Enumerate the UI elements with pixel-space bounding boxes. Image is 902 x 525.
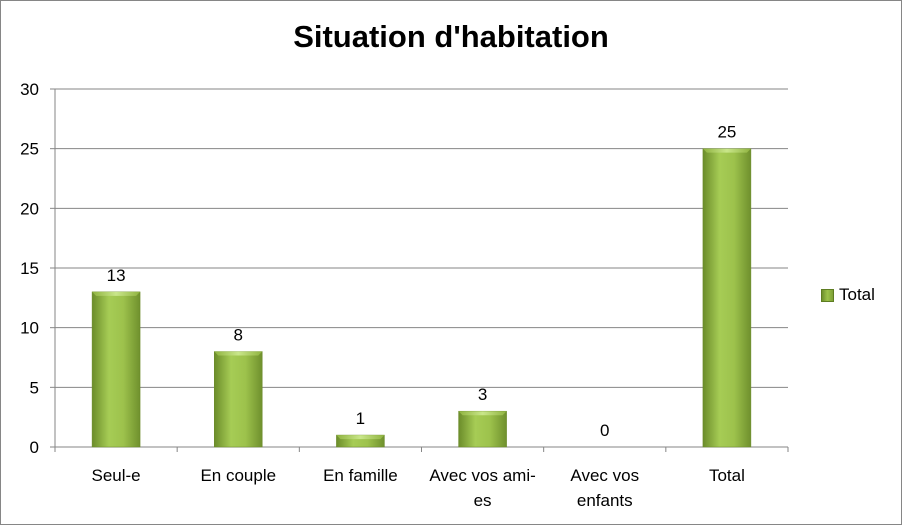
y-tick-label: 5 bbox=[30, 378, 39, 397]
bar bbox=[214, 351, 263, 448]
bar-top-bevel bbox=[458, 411, 507, 416]
data-label: 0 bbox=[600, 421, 609, 440]
y-tick-label: 30 bbox=[20, 80, 39, 99]
y-tick-label: 15 bbox=[20, 259, 39, 278]
data-label: 8 bbox=[234, 326, 243, 345]
data-label: 3 bbox=[478, 385, 487, 404]
bar-top-bevel bbox=[214, 351, 263, 356]
bar-top-bevel bbox=[702, 148, 751, 153]
x-tick-label: Total bbox=[709, 466, 745, 485]
x-tick-label: En famille bbox=[323, 466, 398, 485]
chart-title: Situation d'habitation bbox=[293, 19, 609, 54]
bar-top-bevel bbox=[92, 291, 141, 296]
x-tick-label: Avec vos ami- bbox=[429, 466, 535, 485]
x-tick-label: es bbox=[474, 491, 492, 510]
legend-swatch bbox=[821, 288, 834, 302]
bar bbox=[458, 410, 507, 448]
bar bbox=[702, 148, 752, 448]
y-tick-label: 25 bbox=[20, 140, 39, 159]
data-label: 25 bbox=[717, 123, 736, 142]
data-label: 1 bbox=[356, 409, 365, 428]
x-tick-label: Seul-e bbox=[92, 466, 141, 485]
x-tick-label: Avec vos bbox=[570, 466, 639, 485]
y-tick-label: 20 bbox=[20, 199, 39, 218]
data-label: 13 bbox=[107, 266, 126, 285]
chart-legend: Total bbox=[821, 285, 875, 305]
legend-label: Total bbox=[839, 285, 875, 304]
x-tick-label: enfants bbox=[577, 491, 633, 510]
x-tick-label: En couple bbox=[200, 466, 276, 485]
y-tick-label: 10 bbox=[20, 319, 39, 338]
bar-top-bevel bbox=[336, 435, 385, 440]
y-tick-label: 0 bbox=[30, 438, 39, 457]
bar bbox=[91, 291, 141, 448]
